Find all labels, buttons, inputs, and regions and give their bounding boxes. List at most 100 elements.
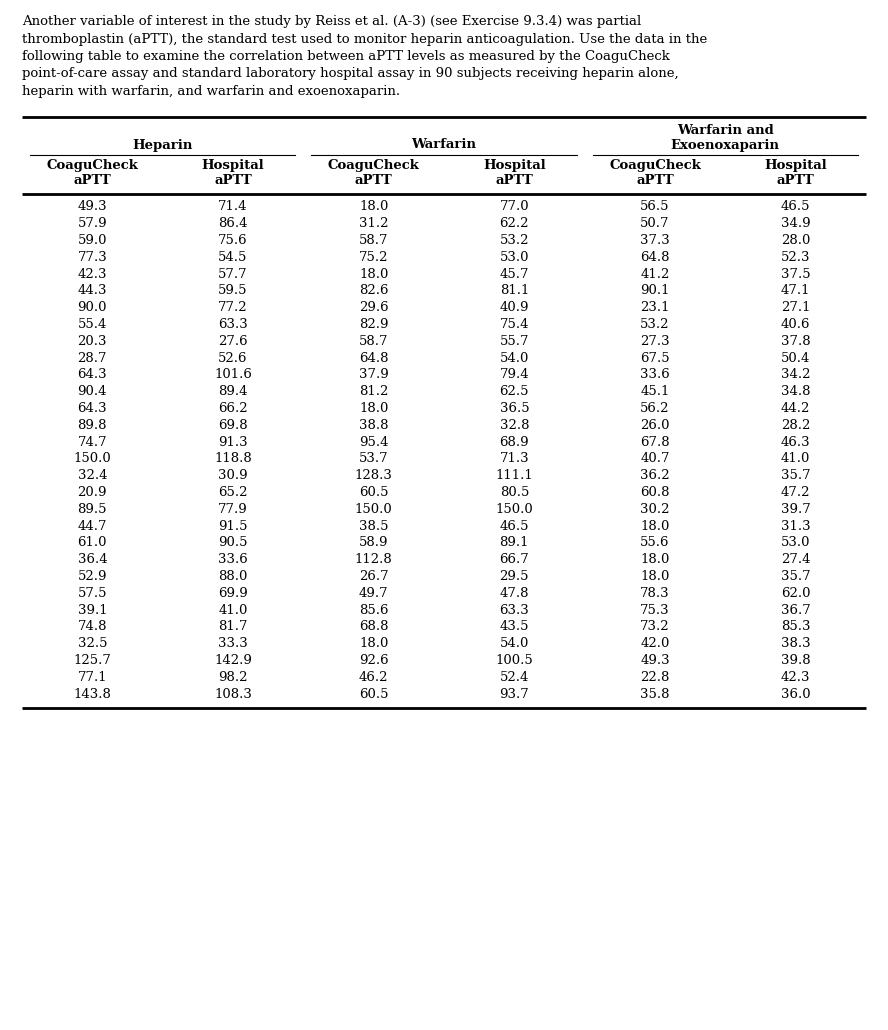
Text: 18.0: 18.0 bbox=[359, 638, 388, 650]
Text: 35.7: 35.7 bbox=[781, 570, 811, 583]
Text: 74.8: 74.8 bbox=[77, 620, 107, 633]
Text: 85.3: 85.3 bbox=[781, 620, 811, 633]
Text: 65.2: 65.2 bbox=[218, 486, 248, 500]
Text: 41.0: 41.0 bbox=[781, 452, 811, 466]
Text: 77.0: 77.0 bbox=[500, 201, 529, 213]
Text: 41.2: 41.2 bbox=[640, 268, 670, 281]
Text: 69.8: 69.8 bbox=[218, 419, 248, 432]
Text: 23.1: 23.1 bbox=[640, 302, 670, 314]
Text: 98.2: 98.2 bbox=[218, 671, 248, 684]
Text: 36.7: 36.7 bbox=[781, 604, 811, 617]
Text: 90.0: 90.0 bbox=[77, 302, 107, 314]
Text: 32.8: 32.8 bbox=[500, 419, 529, 432]
Text: 142.9: 142.9 bbox=[214, 654, 252, 667]
Text: 69.9: 69.9 bbox=[218, 587, 248, 599]
Text: 42.3: 42.3 bbox=[77, 268, 107, 281]
Text: 36.0: 36.0 bbox=[781, 688, 811, 700]
Text: 88.0: 88.0 bbox=[218, 570, 248, 583]
Text: 42.3: 42.3 bbox=[781, 671, 811, 684]
Text: 89.8: 89.8 bbox=[77, 419, 107, 432]
Text: 150.0: 150.0 bbox=[496, 503, 533, 516]
Text: 52.6: 52.6 bbox=[218, 351, 248, 365]
Text: Warfarin and: Warfarin and bbox=[677, 125, 773, 137]
Text: 44.7: 44.7 bbox=[77, 520, 107, 533]
Text: 49.3: 49.3 bbox=[640, 654, 670, 667]
Text: 93.7: 93.7 bbox=[499, 688, 529, 700]
Text: 26.7: 26.7 bbox=[359, 570, 388, 583]
Text: 55.6: 55.6 bbox=[640, 537, 670, 549]
Text: 89.5: 89.5 bbox=[77, 503, 107, 516]
Text: 60.5: 60.5 bbox=[359, 486, 388, 500]
Text: 64.3: 64.3 bbox=[77, 402, 107, 415]
Text: 71.3: 71.3 bbox=[500, 452, 529, 466]
Text: 42.0: 42.0 bbox=[640, 638, 670, 650]
Text: 100.5: 100.5 bbox=[496, 654, 533, 667]
Text: 95.4: 95.4 bbox=[359, 436, 388, 449]
Text: 39.1: 39.1 bbox=[77, 604, 107, 617]
Text: 57.9: 57.9 bbox=[77, 217, 107, 231]
Text: 34.9: 34.9 bbox=[781, 217, 811, 231]
Text: 81.2: 81.2 bbox=[359, 385, 388, 399]
Text: 30.9: 30.9 bbox=[218, 470, 248, 482]
Text: 75.3: 75.3 bbox=[640, 604, 670, 617]
Text: 20.9: 20.9 bbox=[77, 486, 107, 500]
Text: 39.8: 39.8 bbox=[781, 654, 811, 667]
Text: 46.2: 46.2 bbox=[359, 671, 388, 684]
Text: 39.7: 39.7 bbox=[781, 503, 811, 516]
Text: 50.7: 50.7 bbox=[640, 217, 670, 231]
Text: Hospital: Hospital bbox=[765, 160, 827, 172]
Text: 66.2: 66.2 bbox=[218, 402, 248, 415]
Text: 27.1: 27.1 bbox=[781, 302, 811, 314]
Text: 27.6: 27.6 bbox=[218, 335, 248, 348]
Text: 68.8: 68.8 bbox=[359, 620, 388, 633]
Text: 47.1: 47.1 bbox=[781, 284, 811, 298]
Text: 77.2: 77.2 bbox=[218, 302, 248, 314]
Text: 85.6: 85.6 bbox=[359, 604, 388, 617]
Text: 67.5: 67.5 bbox=[640, 351, 670, 365]
Text: 150.0: 150.0 bbox=[355, 503, 392, 516]
Text: 81.7: 81.7 bbox=[218, 620, 248, 633]
Text: 128.3: 128.3 bbox=[354, 470, 392, 482]
Text: 20.3: 20.3 bbox=[77, 335, 107, 348]
Text: 54.0: 54.0 bbox=[500, 351, 529, 365]
Text: 91.5: 91.5 bbox=[218, 520, 248, 533]
Text: 40.6: 40.6 bbox=[781, 318, 811, 331]
Text: 35.8: 35.8 bbox=[640, 688, 670, 700]
Text: 29.5: 29.5 bbox=[500, 570, 529, 583]
Text: 86.4: 86.4 bbox=[218, 217, 248, 231]
Text: 34.2: 34.2 bbox=[781, 369, 811, 381]
Text: 82.9: 82.9 bbox=[359, 318, 388, 331]
Text: 52.4: 52.4 bbox=[500, 671, 529, 684]
Text: 27.3: 27.3 bbox=[640, 335, 670, 348]
Text: 46.5: 46.5 bbox=[500, 520, 529, 533]
Text: 71.4: 71.4 bbox=[218, 201, 248, 213]
Text: 75.6: 75.6 bbox=[218, 234, 248, 247]
Text: 90.5: 90.5 bbox=[218, 537, 248, 549]
Text: 56.5: 56.5 bbox=[640, 201, 670, 213]
Text: 78.3: 78.3 bbox=[640, 587, 670, 599]
Text: 58.9: 58.9 bbox=[359, 537, 388, 549]
Text: 18.0: 18.0 bbox=[359, 201, 388, 213]
Text: 34.8: 34.8 bbox=[781, 385, 811, 399]
Text: 101.6: 101.6 bbox=[214, 369, 252, 381]
Text: 32.5: 32.5 bbox=[77, 638, 107, 650]
Text: 62.0: 62.0 bbox=[781, 587, 811, 599]
Text: 67.8: 67.8 bbox=[640, 436, 670, 449]
Text: 55.7: 55.7 bbox=[500, 335, 529, 348]
Text: 46.3: 46.3 bbox=[781, 436, 811, 449]
Text: 36.4: 36.4 bbox=[77, 553, 107, 566]
Text: 49.7: 49.7 bbox=[359, 587, 388, 599]
Text: Hospital: Hospital bbox=[202, 160, 265, 172]
Text: 40.7: 40.7 bbox=[640, 452, 670, 466]
Text: 41.0: 41.0 bbox=[218, 604, 248, 617]
Text: 47.8: 47.8 bbox=[500, 587, 529, 599]
Text: 33.6: 33.6 bbox=[218, 553, 248, 566]
Text: 89.1: 89.1 bbox=[500, 537, 529, 549]
Text: 58.7: 58.7 bbox=[359, 234, 388, 247]
Text: 18.0: 18.0 bbox=[640, 553, 670, 566]
Text: 150.0: 150.0 bbox=[74, 452, 111, 466]
Text: 111.1: 111.1 bbox=[496, 470, 533, 482]
Text: 49.3: 49.3 bbox=[77, 201, 107, 213]
Text: 79.4: 79.4 bbox=[500, 369, 529, 381]
Text: 50.4: 50.4 bbox=[781, 351, 811, 365]
